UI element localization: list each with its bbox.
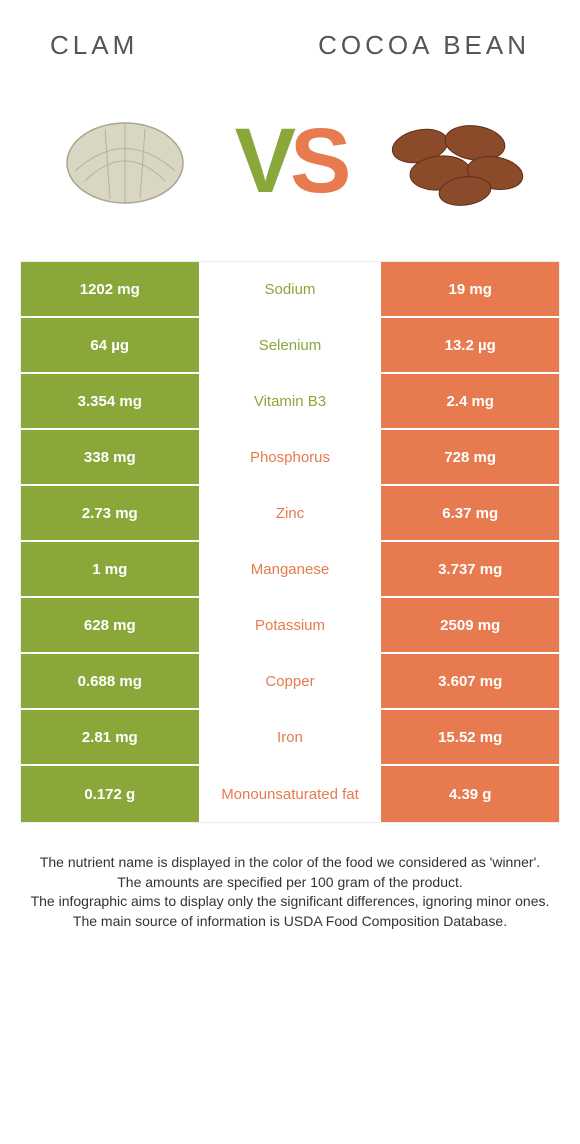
table-row: 628 mgPotassium2509 mg: [21, 598, 559, 654]
footer-line: The main source of information is USDA F…: [30, 912, 550, 932]
value-right: 4.39 g: [381, 766, 559, 822]
table-row: 1202 mgSodium19 mg: [21, 262, 559, 318]
nutrient-name: Sodium: [199, 262, 382, 316]
nutrient-name: Manganese: [199, 542, 382, 596]
nutrient-name: Potassium: [199, 598, 382, 652]
value-left: 0.172 g: [21, 766, 199, 822]
table-row: 64 µgSelenium13.2 µg: [21, 318, 559, 374]
value-right: 19 mg: [381, 262, 559, 316]
value-right: 3.607 mg: [381, 654, 559, 708]
value-left: 628 mg: [21, 598, 199, 652]
value-left: 0.688 mg: [21, 654, 199, 708]
value-left: 3.354 mg: [21, 374, 199, 428]
value-right: 6.37 mg: [381, 486, 559, 540]
table-row: 2.81 mgIron15.52 mg: [21, 710, 559, 766]
clam-image: [50, 106, 200, 216]
value-right: 13.2 µg: [381, 318, 559, 372]
table-row: 1 mgManganese3.737 mg: [21, 542, 559, 598]
table-row: 3.354 mgVitamin B32.4 mg: [21, 374, 559, 430]
nutrient-name: Zinc: [199, 486, 382, 540]
value-left: 1202 mg: [21, 262, 199, 316]
footer-line: The infographic aims to display only the…: [30, 892, 550, 912]
value-right: 15.52 mg: [381, 710, 559, 764]
page: CLAM COCOA BEAN VS 1202 mgSodium: [0, 0, 580, 951]
nutrient-name: Monounsaturated fat: [199, 766, 382, 822]
table-row: 0.688 mgCopper3.607 mg: [21, 654, 559, 710]
value-left: 2.73 mg: [21, 486, 199, 540]
footer-line: The nutrient name is displayed in the co…: [30, 853, 550, 873]
table-row: 338 mgPhosphorus728 mg: [21, 430, 559, 486]
table-row: 0.172 gMonounsaturated fat4.39 g: [21, 766, 559, 822]
nutrient-name: Phosphorus: [199, 430, 382, 484]
title-left: CLAM: [50, 30, 138, 61]
value-right: 3.737 mg: [381, 542, 559, 596]
value-left: 2.81 mg: [21, 710, 199, 764]
value-right: 728 mg: [381, 430, 559, 484]
value-right: 2.4 mg: [381, 374, 559, 428]
hero-row: VS: [50, 91, 530, 231]
value-left: 338 mg: [21, 430, 199, 484]
titles-row: CLAM COCOA BEAN: [50, 30, 530, 61]
table-row: 2.73 mgZinc6.37 mg: [21, 486, 559, 542]
nutrient-name: Iron: [199, 710, 382, 764]
value-left: 64 µg: [21, 318, 199, 372]
footer-notes: The nutrient name is displayed in the co…: [20, 853, 560, 931]
footer-line: The amounts are specified per 100 gram o…: [30, 873, 550, 893]
vs-label: VS: [235, 109, 346, 214]
nutrient-name: Selenium: [199, 318, 382, 372]
cocoa-bean-image: [380, 106, 530, 216]
nutrient-name: Vitamin B3: [199, 374, 382, 428]
nutrient-name: Copper: [199, 654, 382, 708]
value-left: 1 mg: [21, 542, 199, 596]
title-right: COCOA BEAN: [318, 30, 530, 61]
value-right: 2509 mg: [381, 598, 559, 652]
comparison-table: 1202 mgSodium19 mg64 µgSelenium13.2 µg3.…: [20, 261, 560, 823]
